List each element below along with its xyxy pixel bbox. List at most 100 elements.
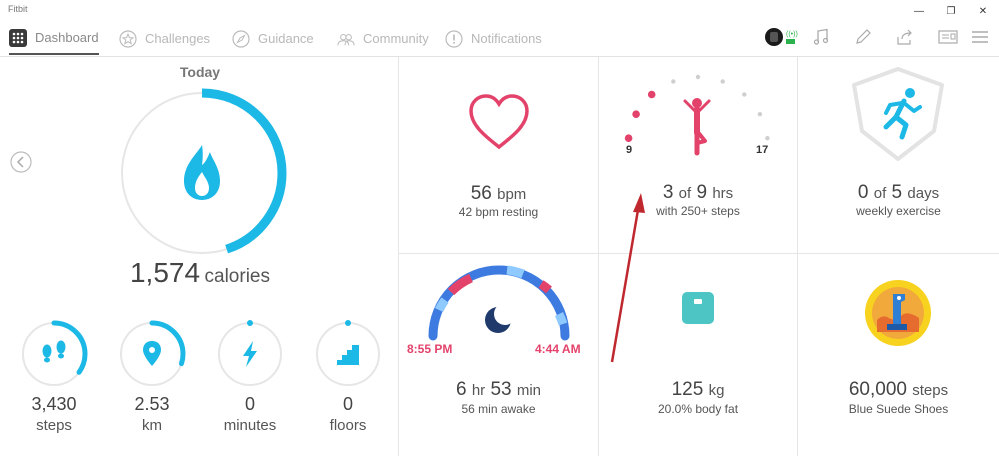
restore-button[interactable]: ❐ <box>935 0 967 22</box>
calories-ring-progress <box>117 88 287 258</box>
notification-icon <box>445 29 463 48</box>
minimize-button[interactable]: — <box>903 0 935 22</box>
hour-dot <box>765 136 770 141</box>
hour-dot <box>695 74 701 80</box>
tab-notifications[interactable]: Notifications <box>445 22 542 55</box>
music-icon <box>812 28 830 51</box>
grid-divider <box>797 57 798 456</box>
music-button[interactable] <box>810 28 832 50</box>
tab-notifications-label: Notifications <box>471 31 542 46</box>
heart-rate-value: 56 <box>470 183 492 204</box>
heart-rate-tile[interactable]: 56 bpm 42 bpm resting <box>399 57 598 253</box>
sleep-minutes: 53 <box>490 379 512 400</box>
floors-stat[interactable]: 0 floors <box>313 319 383 444</box>
grid-divider <box>399 253 999 254</box>
hourly-sub: with 250+ steps <box>656 204 740 218</box>
location-pin-icon <box>143 341 161 366</box>
calories-ring[interactable] <box>117 88 287 258</box>
badge-tile[interactable]: 60,000 steps Blue Suede Shoes <box>798 254 999 456</box>
weight-value: 125 <box>671 379 704 400</box>
id-card-icon <box>938 29 958 50</box>
tab-community[interactable]: Community <box>337 22 429 55</box>
hour-dot <box>757 112 763 117</box>
sleep-hours: 6 <box>455 379 467 400</box>
hour-dot <box>624 134 633 142</box>
sleep-arc <box>428 265 570 341</box>
calories-value: 1,574 <box>129 257 201 288</box>
title-bar: Fitbit — ❐ ✕ <box>0 0 999 22</box>
distance-ring-progress <box>118 320 186 388</box>
distance-ring <box>118 320 186 388</box>
share-button[interactable] <box>894 28 916 50</box>
active-minutes-ring <box>218 320 282 386</box>
tab-dashboard[interactable]: Dashboard <box>9 22 99 55</box>
distance-stat[interactable]: 2.53 km <box>117 319 187 444</box>
shoe-badge-icon <box>865 280 931 346</box>
footsteps-icon <box>42 340 66 363</box>
hourly-unit: hrs <box>712 185 734 202</box>
running-person-icon <box>883 88 922 140</box>
exercise-of: of <box>873 185 887 202</box>
dashboard-icon <box>9 28 27 47</box>
active-minutes-stat[interactable]: 0 minutes <box>215 319 285 444</box>
heart-icon <box>469 94 529 150</box>
close-button[interactable]: ✕ <box>967 0 999 22</box>
sleep-tile[interactable]: 8:55 PM 4:44 AM 6 hr 53 min 56 min awake <box>399 254 598 456</box>
grid-divider <box>398 57 399 456</box>
share-icon <box>896 28 914 51</box>
exercise-tile[interactable]: 0 of 5 days weekly exercise <box>798 57 999 253</box>
active-minutes-ring-marker <box>247 320 253 326</box>
sleep-start-time: 8:55 PM <box>407 342 453 356</box>
moon-icon <box>485 303 516 333</box>
steps-stat[interactable]: 3,430 steps <box>19 319 89 444</box>
exercise-value: 0 <box>857 182 869 203</box>
exercise-unit: days <box>907 185 940 202</box>
hourly-activity-tile[interactable]: 9 17 3 of 9 hrs with 250+ steps <box>599 57 797 253</box>
badge-unit: steps <box>912 382 949 399</box>
pencil-icon <box>854 28 872 51</box>
flame-icon <box>184 145 220 200</box>
menu-button[interactable] <box>969 28 991 50</box>
hourly-value: 3 <box>662 182 674 203</box>
active-minutes-label: minutes <box>223 417 277 434</box>
hourly-end-label: 17 <box>756 144 769 156</box>
exercise-sub: weekly exercise <box>856 204 941 218</box>
today-panel: Today 1,574 calories 3,430 steps <box>0 57 398 456</box>
heart-rate-summary: 56 bpm <box>399 183 598 205</box>
hour-dot <box>647 90 656 99</box>
steps-label: steps <box>36 417 72 434</box>
window-controls: — ❐ ✕ <box>903 0 999 22</box>
tab-guidance-label: Guidance <box>258 31 314 46</box>
heart-rate-unit: bpm <box>497 186 527 203</box>
hourly-total: 9 <box>696 182 708 203</box>
calories-summary: 1,574 calories <box>80 257 320 289</box>
weight-tile[interactable]: 125 kg 20.0% body fat <box>599 254 797 456</box>
tab-dashboard-label: Dashboard <box>35 30 99 45</box>
hour-dot <box>720 79 725 84</box>
minimize-icon: — <box>914 5 924 17</box>
device-status[interactable]: ((•)) <box>764 26 798 53</box>
tab-challenges[interactable]: Challenges <box>119 22 210 55</box>
hourly-start-label: 9 <box>626 144 633 156</box>
sleep-hours-unit: hr <box>471 382 486 399</box>
steps-ring <box>20 320 88 388</box>
floors-label: floors <box>329 417 367 434</box>
floors-value: 0 <box>342 394 353 414</box>
hour-dot <box>632 110 640 118</box>
sleep-awake: 56 min awake <box>461 402 536 416</box>
log-button[interactable] <box>852 28 874 50</box>
close-icon: ✕ <box>978 5 988 17</box>
profile-card-button[interactable] <box>936 28 960 50</box>
sleep-minutes-unit: min <box>516 382 542 399</box>
grid-divider <box>598 57 599 456</box>
scale-icon <box>682 292 714 324</box>
hour-dot <box>671 79 676 84</box>
chevron-left-icon <box>10 151 32 177</box>
badge-value: 60,000 <box>848 379 907 400</box>
previous-day-button[interactable] <box>10 151 32 173</box>
device-icon: ((•)) <box>764 26 798 53</box>
tab-guidance[interactable]: Guidance <box>232 22 314 55</box>
active-minutes-value: 0 <box>244 394 255 414</box>
floors-ring-marker <box>345 320 351 326</box>
weight-unit: kg <box>708 382 725 399</box>
